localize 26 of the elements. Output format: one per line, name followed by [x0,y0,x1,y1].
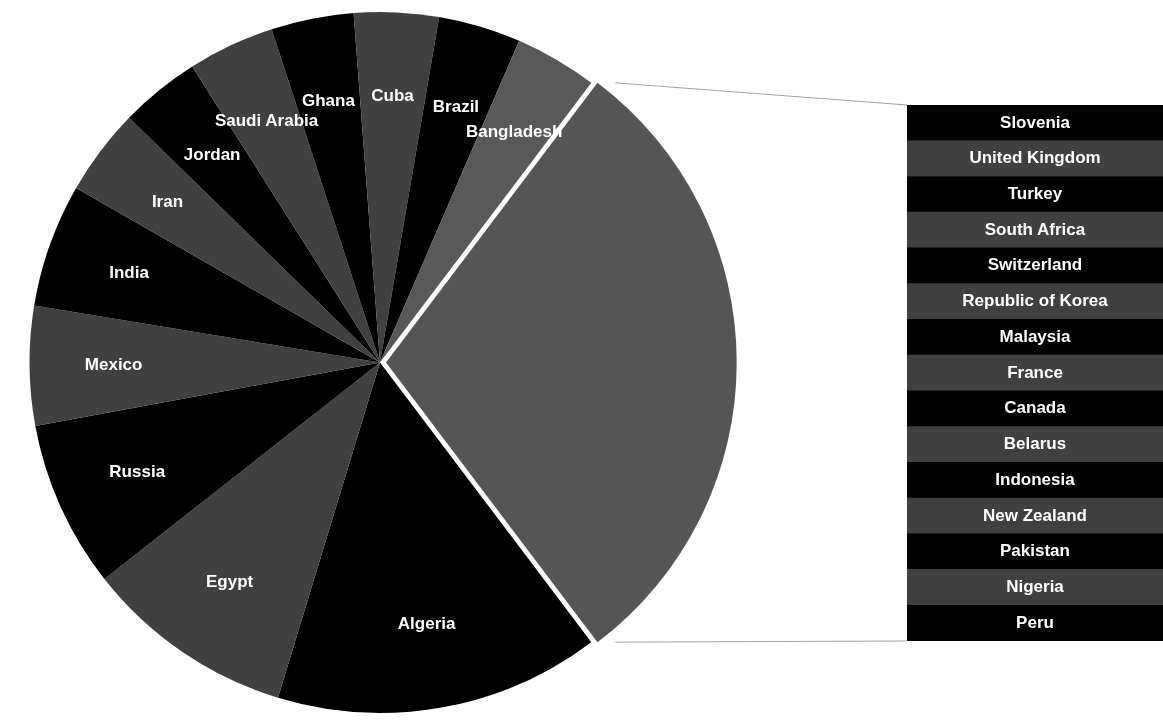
slice-label: Iran [151,191,184,211]
y-tick-label: New Zealand [983,505,1087,525]
slice-label: Jordan [183,145,241,165]
y-tick-label: Republic of Korea [962,291,1109,311]
y-tick-label: Peru [1016,612,1054,632]
y-tick-label: Pakistan [1000,541,1070,561]
slice-label: Egypt [205,572,254,592]
y-tick-label: Belarus [1003,434,1067,454]
y-tick-label: Slovenia [1000,112,1071,132]
slice-label: Russia [109,461,166,481]
slice-label: Cuba [371,86,415,106]
y-tick-label: Canada [1004,398,1067,418]
y-tick-label: Switzerland [987,255,1083,275]
slice-label: Mexico [84,354,143,374]
slice-label: Brazil [432,96,480,116]
slice-label: India [109,262,150,282]
y-tick-label: France [1007,362,1063,382]
y-tick-label: Malaysia [999,326,1071,346]
y-tick-label: Indonesia [995,469,1076,489]
y-tick-label: United Kingdom [969,148,1101,168]
y-tick-label: Turkey [1007,184,1063,204]
slice-label: Saudi Arabia [214,111,319,131]
y-tick-label: South Africa [984,219,1086,239]
y-tick-label: Nigeria [1006,577,1065,597]
slice-label: Algeria [397,614,456,634]
slice-label: Ghana [301,90,356,110]
